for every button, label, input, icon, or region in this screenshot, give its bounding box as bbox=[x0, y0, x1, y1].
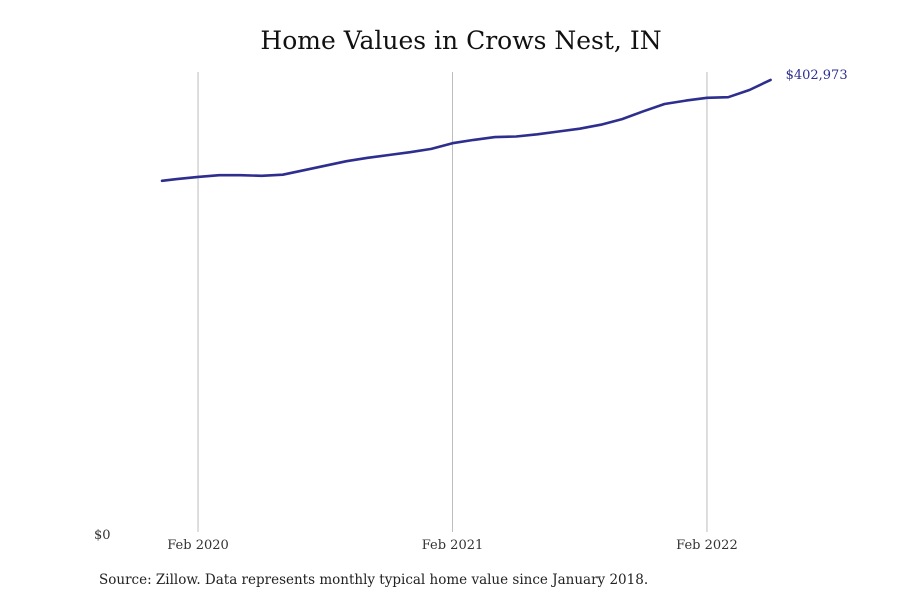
x-tick-label: Feb 2021 bbox=[422, 538, 484, 553]
x-tick-label: Feb 2020 bbox=[167, 538, 229, 553]
series-layer bbox=[160, 78, 772, 183]
chart-title: Home Values in Crows Nest, IN bbox=[260, 26, 662, 55]
end-value-label: $402,973 bbox=[786, 68, 848, 83]
x-tick-label: Feb 2022 bbox=[676, 538, 738, 553]
series-line-0 bbox=[160, 78, 772, 183]
label-layer: Feb 2020 Feb 2021 Feb 2022 $0 $402,973 bbox=[94, 68, 848, 553]
source-note: Source: Zillow. Data represents monthly … bbox=[99, 572, 649, 588]
gridlines bbox=[197, 72, 708, 532]
y-tick-label: $0 bbox=[94, 528, 111, 543]
